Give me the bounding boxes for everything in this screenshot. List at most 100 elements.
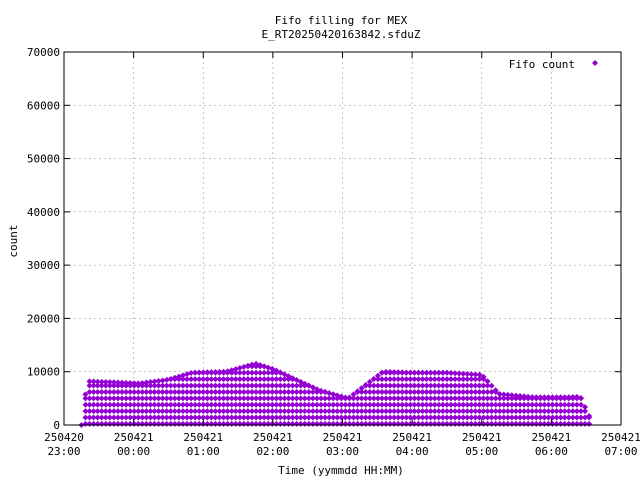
data-point xyxy=(415,414,422,421)
data-point xyxy=(273,414,280,421)
data-point xyxy=(281,395,288,402)
data-point xyxy=(253,414,260,421)
data-point xyxy=(484,382,491,389)
data-point xyxy=(577,408,584,415)
data-point xyxy=(472,401,479,408)
data-point xyxy=(517,393,524,400)
data-point xyxy=(106,382,113,389)
data-point xyxy=(439,401,446,408)
data-point xyxy=(305,395,312,402)
x-tick-time: 05:00 xyxy=(465,445,498,458)
data-point xyxy=(277,388,284,395)
data-point xyxy=(248,369,255,376)
data-point xyxy=(439,382,446,389)
data-point xyxy=(248,395,255,402)
data-point xyxy=(216,388,223,395)
data-point xyxy=(447,401,454,408)
data-point xyxy=(464,382,471,389)
data-point xyxy=(159,377,166,384)
data-point xyxy=(236,369,243,376)
data-point xyxy=(159,414,166,421)
data-point xyxy=(582,408,589,415)
data-point xyxy=(431,388,438,395)
data-point xyxy=(435,376,442,383)
data-point xyxy=(143,379,150,386)
data-point xyxy=(557,408,564,415)
data-point xyxy=(114,388,121,395)
data-point xyxy=(456,388,463,395)
data-point xyxy=(261,395,268,402)
data-point xyxy=(476,408,483,415)
data-point xyxy=(253,382,260,389)
x-tick-date: 250421 xyxy=(253,431,293,444)
data-point xyxy=(244,388,251,395)
data-point xyxy=(102,388,109,395)
data-point xyxy=(285,388,292,395)
y-tick-label: 70000 xyxy=(27,46,60,59)
data-point xyxy=(277,376,284,383)
data-point xyxy=(94,378,101,385)
data-point xyxy=(358,408,365,415)
data-point xyxy=(179,382,186,389)
data-point xyxy=(281,388,288,395)
data-point xyxy=(561,414,568,421)
y-tick-label: 30000 xyxy=(27,259,60,272)
data-point xyxy=(110,401,117,408)
data-point xyxy=(415,369,422,376)
data-point xyxy=(309,395,316,402)
data-point xyxy=(350,401,357,408)
data-point xyxy=(456,414,463,421)
data-point xyxy=(257,395,264,402)
data-point xyxy=(208,388,215,395)
data-point xyxy=(496,391,503,398)
data-point xyxy=(476,382,483,389)
chart-subtitle: E_RT20250420163842.sfduZ xyxy=(262,28,421,41)
data-point xyxy=(423,376,430,383)
data-point xyxy=(525,414,532,421)
data-point xyxy=(123,414,130,421)
data-point xyxy=(151,408,158,415)
data-point xyxy=(496,408,503,415)
data-point xyxy=(273,401,280,408)
legend-marker xyxy=(592,60,598,66)
data-point xyxy=(224,414,231,421)
data-point xyxy=(257,376,264,383)
data-point xyxy=(362,408,369,415)
data-point xyxy=(452,401,459,408)
data-point xyxy=(374,376,381,383)
data-point xyxy=(549,408,556,415)
data-point xyxy=(447,408,454,415)
data-point xyxy=(480,395,487,402)
data-point xyxy=(569,408,576,415)
data-point xyxy=(281,382,288,389)
data-point xyxy=(480,388,487,395)
data-point xyxy=(346,414,353,421)
data-point xyxy=(94,414,101,421)
data-point xyxy=(435,388,442,395)
data-point xyxy=(188,414,195,421)
data-point xyxy=(370,388,377,395)
data-point xyxy=(248,401,255,408)
data-point xyxy=(151,382,158,389)
data-point xyxy=(427,382,434,389)
data-point xyxy=(439,376,446,383)
data-point xyxy=(82,395,89,402)
data-point xyxy=(512,414,519,421)
data-point xyxy=(102,395,109,402)
data-point xyxy=(106,408,113,415)
data-point xyxy=(175,388,182,395)
data-point xyxy=(403,401,410,408)
data-point xyxy=(326,401,333,408)
data-point xyxy=(90,401,97,408)
data-point xyxy=(224,408,231,415)
data-point xyxy=(236,388,243,395)
data-point xyxy=(318,408,325,415)
data-point xyxy=(212,382,219,389)
data-point xyxy=(188,369,195,376)
data-point xyxy=(504,414,511,421)
data-point xyxy=(362,388,369,395)
data-point xyxy=(175,408,182,415)
data-point xyxy=(212,388,219,395)
data-point xyxy=(407,401,414,408)
data-point xyxy=(512,401,519,408)
